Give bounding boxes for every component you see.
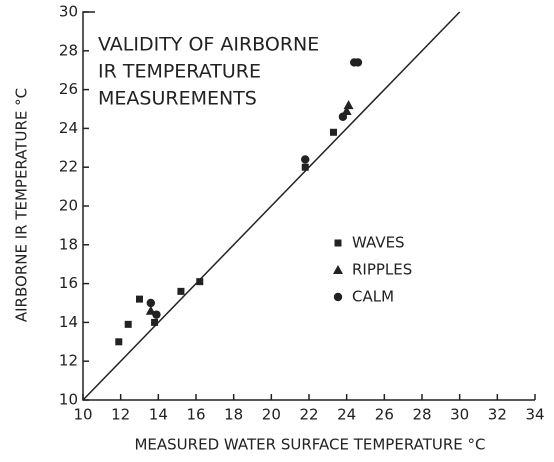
marker xyxy=(115,338,123,346)
y-tick-label: 22 xyxy=(59,158,78,176)
marker xyxy=(196,278,204,286)
x-tick-label: 30 xyxy=(450,406,469,424)
x-tick-label: 26 xyxy=(375,406,394,424)
marker xyxy=(329,128,337,136)
marker xyxy=(151,318,159,326)
marker xyxy=(124,320,132,328)
y-tick-label: 26 xyxy=(59,80,78,98)
y-tick-label: 30 xyxy=(59,3,78,21)
y-tick-label: 14 xyxy=(59,313,78,331)
y-tick-label: 10 xyxy=(59,391,78,409)
y-tick-label: 20 xyxy=(59,197,78,215)
x-tick-label: 22 xyxy=(299,406,318,424)
marker xyxy=(343,100,354,110)
marker xyxy=(152,310,161,319)
legend-label: RIPPLES xyxy=(352,261,412,279)
legend-label: CALM xyxy=(352,288,394,306)
x-tick-label: 24 xyxy=(337,406,356,424)
title-line: VALIDITY OF AIRBORNE xyxy=(98,34,319,56)
title-line: IR TEMPERATURE xyxy=(98,61,261,83)
marker xyxy=(177,287,185,295)
y-tick-label: 16 xyxy=(59,274,78,292)
reference-line xyxy=(82,11,461,401)
marker xyxy=(338,112,348,121)
x-tick-label: 10 xyxy=(73,406,92,424)
x-tick-label: 28 xyxy=(412,406,431,424)
y-tick-label: 18 xyxy=(59,235,78,253)
legend-marker xyxy=(334,239,342,247)
x-tick-label: 20 xyxy=(262,406,281,424)
x-tick-label: 34 xyxy=(525,406,544,424)
marker xyxy=(136,295,143,303)
y-axis-label: AIRBORNE IR TEMPERATURE °C xyxy=(13,88,31,322)
legend-marker xyxy=(333,292,343,302)
marker xyxy=(301,163,309,171)
x-axis-label: MEASURED WATER SURFACE TEMPERATURE °C xyxy=(134,436,485,454)
y-tick-label: 12 xyxy=(59,352,78,370)
legend-marker xyxy=(333,265,343,274)
marker xyxy=(301,155,310,164)
title-line: MEASUREMENTS xyxy=(98,88,257,110)
marker xyxy=(341,105,352,115)
marker xyxy=(146,298,155,308)
x-tick-label: 18 xyxy=(224,406,243,424)
x-tick-label: 16 xyxy=(186,406,205,424)
x-tick-label: 12 xyxy=(111,406,130,424)
y-tick-label: 24 xyxy=(59,119,78,137)
y-tick-label: 28 xyxy=(59,41,78,59)
marker xyxy=(353,58,363,67)
x-tick-label: 32 xyxy=(488,406,507,424)
legend-label: WAVES xyxy=(352,234,405,252)
x-tick-label: 14 xyxy=(149,406,168,424)
